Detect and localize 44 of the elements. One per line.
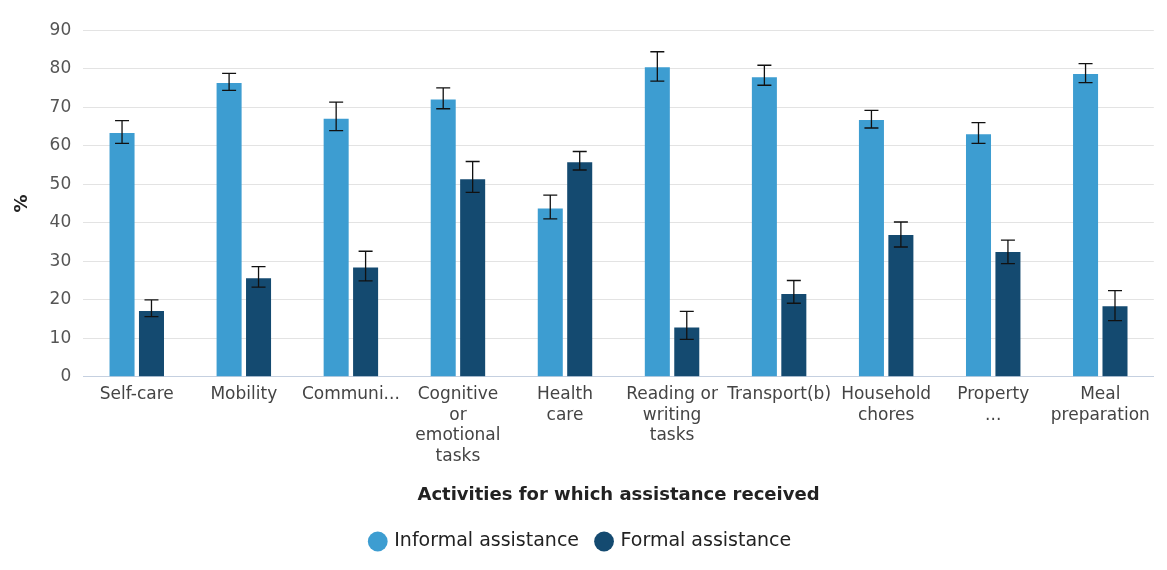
x-tick-label: Cognitive or emotional tasks: [415, 383, 501, 465]
bar: [109, 133, 135, 377]
x-tick-label: Household chores: [841, 383, 932, 424]
y-tick-label: 0: [60, 365, 72, 386]
bar: [674, 327, 700, 377]
y-tick-label: 40: [49, 211, 72, 232]
legend-label: Formal assistance: [620, 528, 792, 551]
y-tick-label: 80: [49, 57, 72, 78]
x-tick-label: Transport(b): [726, 383, 832, 404]
y-tick-label: 10: [49, 326, 72, 347]
bar: [246, 278, 272, 377]
bar: [888, 235, 914, 377]
bar: [138, 310, 164, 377]
x-tick-label: Mobility: [210, 383, 278, 404]
x-tick-label: Health care: [537, 383, 593, 424]
x-tick-label: Communi...: [301, 383, 400, 404]
bar: [1102, 306, 1128, 377]
legend-label: Informal assistance: [394, 528, 580, 551]
y-tick-label: 90: [49, 18, 72, 39]
bar: [537, 208, 563, 377]
bar: [965, 134, 992, 377]
x-tick-label: Self-care: [99, 383, 174, 404]
bar: [353, 267, 379, 377]
bar: [995, 252, 1021, 377]
y-tick-label: 30: [49, 249, 72, 270]
bar: [216, 82, 242, 377]
bar: [430, 99, 456, 377]
bar: [781, 294, 807, 377]
bar: [858, 119, 884, 377]
x-tick-label: Reading or writing tasks: [626, 383, 718, 445]
y-tick-label: 70: [49, 95, 72, 116]
x-tick-label: Meal preparation: [1050, 383, 1150, 424]
y-axis-title: %: [10, 194, 32, 213]
bar: [323, 118, 349, 377]
x-tick-label: Property ...: [957, 383, 1030, 424]
bar: [644, 67, 670, 377]
y-tick-label: 60: [49, 134, 72, 155]
y-tick-label: 20: [49, 288, 72, 309]
x-axis-title: Activities for which assistance received: [417, 482, 820, 504]
bar: [460, 179, 486, 377]
y-tick-label: 50: [49, 172, 72, 193]
bar: [1073, 74, 1099, 377]
bar: [751, 77, 777, 377]
bar: [567, 162, 593, 377]
